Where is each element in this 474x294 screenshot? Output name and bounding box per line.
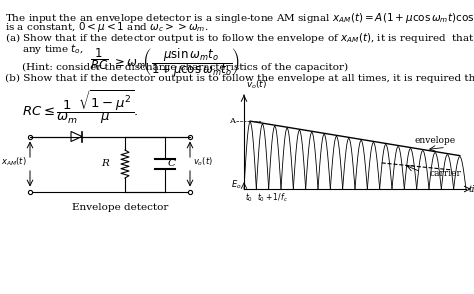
Text: carrier: carrier	[429, 169, 461, 178]
Text: any time $t_o$,: any time $t_o$,	[22, 42, 84, 56]
Text: time: time	[469, 185, 474, 193]
Text: $v_o(t)$: $v_o(t)$	[193, 156, 213, 168]
Text: (Hint: consider the discharge characteristics of the capacitor): (Hint: consider the discharge characteri…	[22, 63, 348, 72]
Text: $\geq\omega_m\!\left(\dfrac{\mu\sin\omega_m t_o}{1+\mu\cos\omega_m t_o}\right).$: $\geq\omega_m\!\left(\dfrac{\mu\sin\omeg…	[112, 46, 245, 79]
Text: C: C	[168, 160, 176, 168]
Text: envelope: envelope	[415, 136, 456, 145]
Text: The input the an envelope detector is a single-tone AM signal $x_{AM}(t)=A(1+\mu: The input the an envelope detector is a …	[5, 11, 474, 25]
Text: $E_o$: $E_o$	[231, 178, 242, 191]
Text: R: R	[101, 160, 109, 168]
Text: Envelope detector: Envelope detector	[72, 203, 168, 213]
Text: is a constant, $0<\mu<1$ and $\omega_c>>\omega_m$.: is a constant, $0<\mu<1$ and $\omega_c>>…	[5, 20, 209, 34]
Text: $x_{AM}(t)$: $x_{AM}(t)$	[1, 156, 27, 168]
Text: $v_o(t)$: $v_o(t)$	[246, 78, 267, 91]
Text: (a) Show that if the detector output is to follow the envelope of $x_{AM}(t)$, i: (a) Show that if the detector output is …	[5, 31, 474, 45]
Text: $t_0$: $t_0$	[245, 192, 253, 205]
Text: (b) Show that if the detector output is to follow the envelope at all times, it : (b) Show that if the detector output is …	[5, 74, 474, 83]
Text: $\dfrac{1}{RC}$: $\dfrac{1}{RC}$	[90, 46, 109, 72]
Text: $RC \leq \dfrac{1}{\omega_m}\dfrac{\sqrt{1-\mu^2}}{\mu}.$: $RC \leq \dfrac{1}{\omega_m}\dfrac{\sqrt…	[22, 88, 139, 126]
Text: $t_0+1/f_c$: $t_0+1/f_c$	[257, 192, 288, 205]
Text: A: A	[229, 117, 235, 125]
